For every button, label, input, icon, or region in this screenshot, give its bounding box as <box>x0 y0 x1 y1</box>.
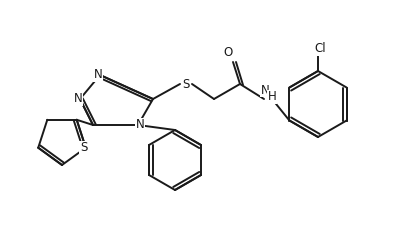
Text: H: H <box>268 91 276 104</box>
Text: O: O <box>223 45 232 59</box>
Text: N: N <box>74 92 82 106</box>
Text: S: S <box>80 141 88 154</box>
Text: S: S <box>182 77 190 91</box>
Text: Cl: Cl <box>314 43 326 55</box>
Text: N: N <box>135 119 145 131</box>
Text: N: N <box>261 83 269 97</box>
Text: N: N <box>93 68 103 82</box>
